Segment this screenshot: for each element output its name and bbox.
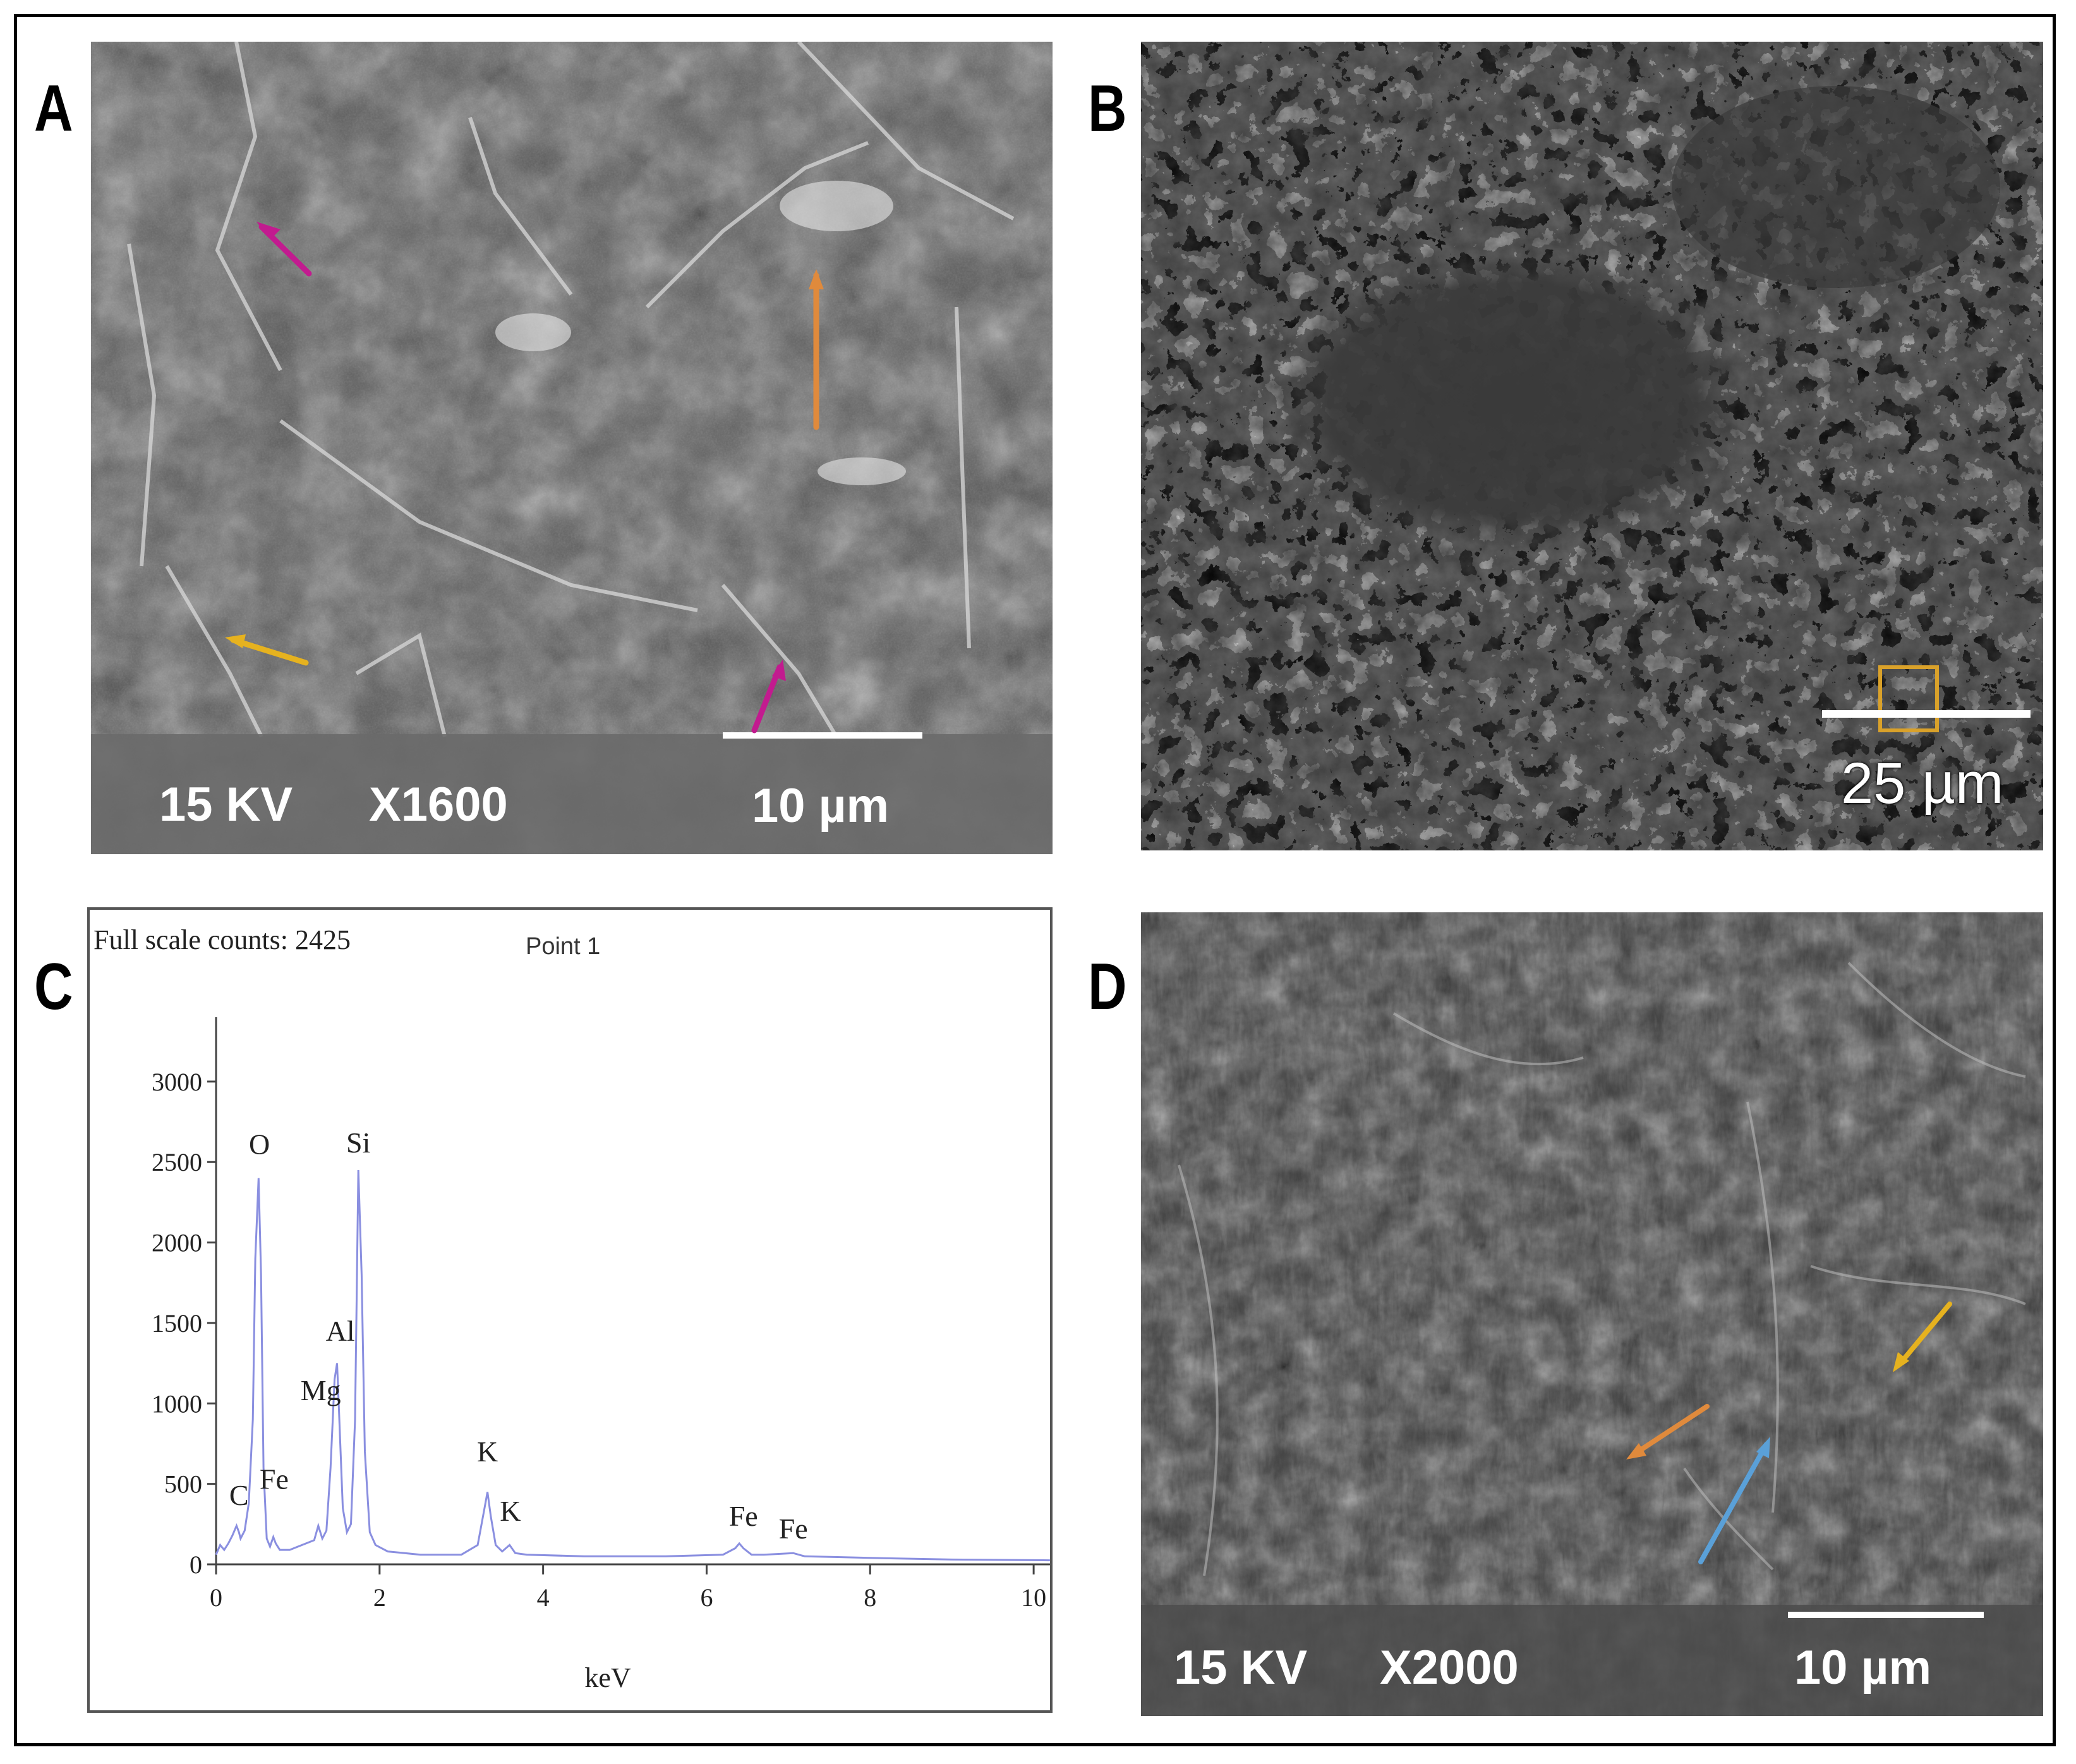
magnification-label-a: X1600 [369, 778, 508, 831]
sem-texture-a [91, 42, 1053, 854]
sem-texture-b [1141, 42, 2043, 850]
peak-label: Si [346, 1127, 370, 1159]
magenta-arrow-a2 [751, 664, 783, 734]
y-tick-label: 1000 [152, 1389, 202, 1418]
peak-label: Al [326, 1315, 355, 1347]
sem-texture-d [1141, 912, 2043, 1716]
spectrum-series-line [215, 1169, 1051, 1562]
peak-label: Fe [779, 1513, 808, 1545]
x-tick-label: 2 [373, 1583, 386, 1612]
peak-label: K [477, 1435, 498, 1468]
eds-spectrum-chart: Full scale counts: 2425 Point 1 keV 0 500… [94, 924, 1051, 1693]
y-tick-label: 2500 [152, 1148, 202, 1176]
peak-label: Mg [301, 1374, 341, 1406]
yellow-arrow-d [1897, 1302, 1952, 1367]
x-tick-label: 0 [210, 1583, 222, 1612]
panel-label-a: A [34, 72, 73, 145]
sem-image-b: 25 µm [1141, 42, 2043, 850]
orange-marker-box-b [1878, 665, 1939, 732]
kv-label-a: 15 KV [159, 778, 293, 831]
sem-image-d: 15 KV X2000 10 µm [1141, 912, 2043, 1716]
peak-label: Fe [729, 1500, 758, 1532]
x-axis-label: keV [584, 1662, 631, 1693]
y-tick-label: 1500 [152, 1309, 202, 1338]
x-tick-label: 10 [1021, 1583, 1046, 1612]
peak-label: Fe [260, 1463, 289, 1495]
panel-label-c: C [34, 950, 73, 1024]
chart-header: Full scale counts: 2425 [94, 924, 351, 955]
blue-arrow-d [1698, 1442, 1769, 1564]
yellow-arrow-a [230, 637, 309, 666]
y-tick-label: 500 [164, 1470, 202, 1499]
panel-label-d: D [1088, 950, 1127, 1024]
y-tick-label: 2000 [152, 1229, 202, 1257]
magnification-label-d: X2000 [1380, 1641, 1519, 1695]
x-tick-label: 6 [700, 1583, 713, 1612]
sem-image-a: 15 KV X1600 10 µm [91, 42, 1053, 854]
eds-spectrum-panel: Full scale counts: 2425 Point 1 keV 0 500… [87, 907, 1053, 1713]
y-tick-label: 3000 [152, 1068, 202, 1096]
scale-label-d: 10 µm [1794, 1641, 1932, 1695]
y-tick-label: 0 [190, 1550, 202, 1579]
scale-label-b: 25 µm [1841, 751, 2004, 816]
peak-label: O [249, 1128, 270, 1161]
peak-label: K [500, 1495, 521, 1527]
x-tick-label: 4 [537, 1583, 550, 1612]
chart-title: Point 1 [526, 933, 600, 960]
peak-label: C [229, 1479, 249, 1511]
x-tick-label: 8 [864, 1583, 876, 1612]
orange-arrow-d [1631, 1404, 1710, 1457]
panel-label-b: B [1088, 72, 1127, 145]
kv-label-d: 15 KV [1174, 1641, 1308, 1695]
scale-label-a: 10 µm [752, 779, 890, 833]
figure-frame [14, 14, 2056, 1746]
